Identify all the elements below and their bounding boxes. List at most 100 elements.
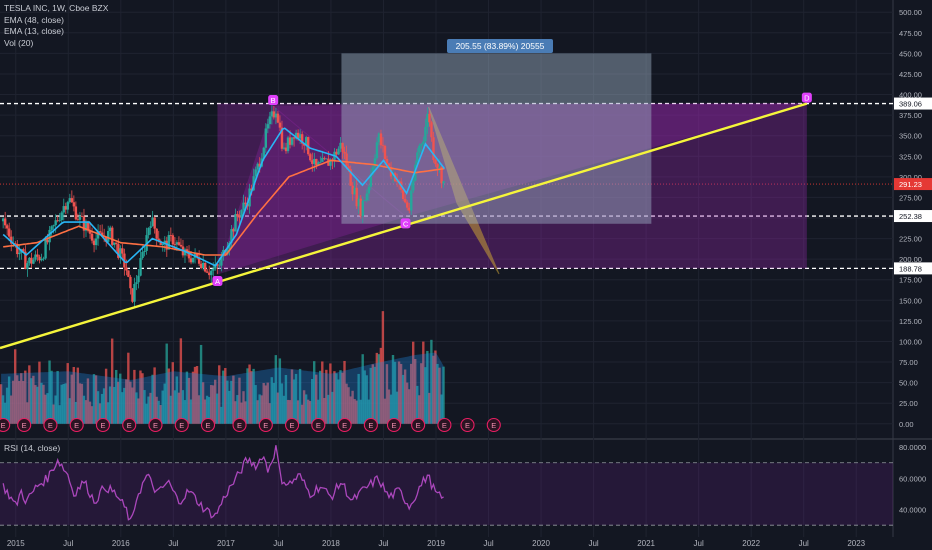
volume-bar bbox=[78, 383, 82, 424]
candle-body bbox=[313, 158, 316, 164]
candle-body bbox=[56, 220, 59, 222]
candle-body bbox=[369, 174, 373, 187]
y-tick-label: 200.00 bbox=[899, 255, 922, 264]
horizontal-levels[interactable] bbox=[0, 102, 893, 270]
earnings-label: E bbox=[206, 421, 211, 430]
candle-body bbox=[96, 231, 100, 239]
earnings-label: E bbox=[391, 421, 396, 430]
volume-bar bbox=[167, 368, 170, 424]
candle-body bbox=[169, 234, 173, 236]
volume-bar bbox=[171, 362, 174, 424]
earnings-icon bbox=[232, 417, 247, 433]
volume-bar bbox=[96, 391, 100, 424]
candle-body bbox=[52, 225, 55, 227]
x-tick-label: Jul bbox=[694, 539, 704, 548]
pattern-point-labels[interactable]: A B C D bbox=[212, 92, 812, 286]
volume-bar bbox=[258, 394, 261, 424]
volume-bar bbox=[181, 390, 185, 424]
volume-bar bbox=[351, 390, 354, 424]
x-tick-label: Jul bbox=[273, 539, 283, 548]
volume-bar bbox=[403, 369, 407, 424]
volume-bar bbox=[159, 405, 162, 424]
candle-body bbox=[191, 257, 195, 263]
candle-body bbox=[8, 228, 11, 237]
candle-body bbox=[236, 214, 239, 217]
candle-body bbox=[408, 207, 411, 211]
candle-body bbox=[387, 163, 391, 168]
volume-bar bbox=[294, 373, 298, 424]
candle-body bbox=[434, 159, 437, 165]
volume-bar bbox=[252, 368, 255, 424]
candle-body bbox=[416, 152, 419, 165]
y-tick-label: 100.00 bbox=[899, 337, 922, 346]
earnings-icon bbox=[174, 417, 189, 433]
earnings-icon bbox=[69, 417, 84, 433]
candle-body bbox=[86, 222, 90, 231]
harmonic-pattern[interactable] bbox=[216, 103, 807, 275]
earnings-label: E bbox=[1, 421, 6, 430]
candle-body bbox=[109, 227, 112, 232]
candle-body bbox=[92, 240, 96, 246]
candle-body bbox=[367, 186, 371, 194]
volume-bar bbox=[84, 400, 88, 424]
x-tick-label: Jul bbox=[378, 539, 388, 548]
y-tick-label: 350.00 bbox=[899, 132, 922, 141]
volume-bar bbox=[92, 374, 96, 424]
volume-bar bbox=[7, 376, 11, 424]
volume-bar bbox=[44, 394, 47, 424]
candle-body bbox=[88, 230, 92, 234]
candle-body bbox=[292, 137, 296, 139]
ema48-legend[interactable]: EMA (48, close) bbox=[4, 14, 64, 25]
candle-body bbox=[230, 229, 233, 243]
candle-body bbox=[300, 134, 304, 144]
ema13-legend[interactable]: EMA (13, close) bbox=[4, 26, 64, 36]
volume-legend[interactable]: Vol (20) bbox=[4, 37, 34, 48]
price-tag-text: 252.38 bbox=[899, 212, 922, 221]
volume-bar bbox=[40, 382, 43, 424]
volume-bar bbox=[117, 381, 120, 424]
x-tick-label: Jul bbox=[168, 539, 178, 548]
volume-bar bbox=[141, 373, 144, 424]
volume-bars bbox=[0, 311, 445, 424]
candle-body bbox=[282, 147, 286, 149]
candle-body bbox=[323, 157, 326, 159]
candle-body bbox=[64, 206, 67, 210]
candle-body bbox=[379, 133, 383, 146]
volume-bar bbox=[155, 396, 158, 424]
volume-bar bbox=[165, 343, 168, 424]
volume-bar bbox=[222, 370, 225, 424]
candle-body bbox=[143, 250, 146, 252]
volume-bar bbox=[175, 376, 179, 424]
candle-body bbox=[270, 111, 274, 117]
volume-bar bbox=[432, 355, 435, 424]
candle-body bbox=[163, 240, 166, 244]
candle-body bbox=[333, 151, 336, 162]
point-d-label: D bbox=[804, 94, 810, 103]
projection-wedge bbox=[428, 106, 500, 275]
x-tick-label: 2020 bbox=[532, 539, 550, 548]
volume-bar bbox=[367, 399, 370, 424]
time-axis: 2015 Jul 2016 Jul 2017 Jul 2018 Jul 2019 Jul 2020 J… bbox=[7, 539, 866, 548]
volume-bar bbox=[317, 399, 320, 424]
volume-bar bbox=[110, 338, 114, 424]
volume-bar bbox=[169, 395, 172, 424]
y-tick-label: 125.00 bbox=[899, 317, 922, 326]
y-tick-label: 425.00 bbox=[899, 70, 922, 79]
volume-bar bbox=[300, 404, 304, 424]
point-c-badge bbox=[400, 218, 411, 229]
volume-bar bbox=[125, 379, 128, 424]
price-range-measure[interactable] bbox=[341, 39, 652, 224]
volume-bar bbox=[177, 392, 181, 424]
volume-bar bbox=[242, 391, 245, 424]
candle-body bbox=[76, 219, 80, 221]
earnings-label: E bbox=[22, 421, 27, 430]
candle-body bbox=[307, 137, 310, 155]
candle-body bbox=[420, 144, 423, 146]
candle-body bbox=[16, 244, 19, 255]
volume-bar bbox=[357, 373, 360, 424]
volume-bar bbox=[187, 377, 191, 424]
candle-body bbox=[278, 122, 282, 128]
y-tick-label: 300.00 bbox=[899, 173, 922, 182]
